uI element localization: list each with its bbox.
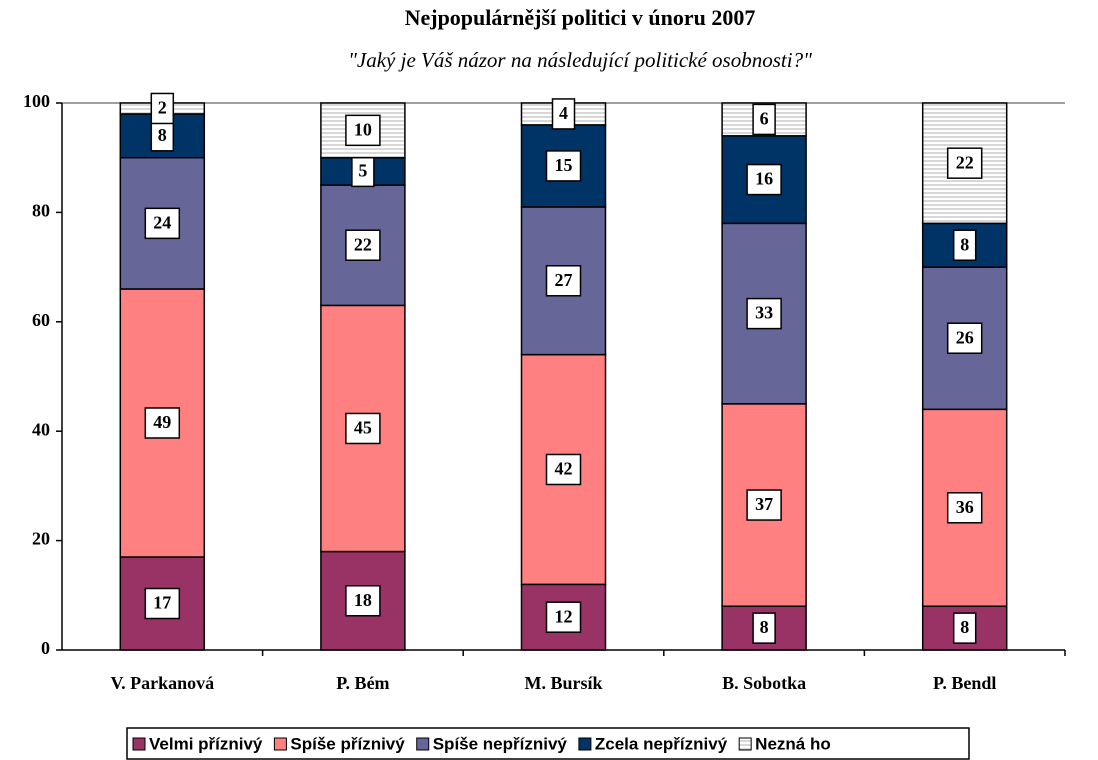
data-label-box xyxy=(752,612,776,644)
y-tick-label: 0 xyxy=(41,638,50,658)
data-label: 8 xyxy=(158,125,167,145)
legend-label: Nezná ho xyxy=(755,734,831,753)
data-label-box xyxy=(144,587,181,620)
bar-segment xyxy=(721,222,807,405)
legend-label: Zcela nepříznivý xyxy=(595,734,728,753)
data-label: 45 xyxy=(354,418,372,438)
x-tick-label: M. Bursík xyxy=(524,673,602,693)
data-label-box xyxy=(946,492,983,524)
y-tick-label: 100 xyxy=(23,91,50,111)
data-label-box xyxy=(752,103,776,136)
data-label: 16 xyxy=(755,169,773,189)
data-label-box xyxy=(746,297,782,330)
data-label: 2 xyxy=(158,98,167,118)
legend-swatch xyxy=(578,737,592,751)
y-tick-label: 80 xyxy=(32,201,50,221)
data-label: 4 xyxy=(559,103,568,123)
data-label: 17 xyxy=(153,593,171,613)
data-label-box xyxy=(952,612,977,644)
data-label-box xyxy=(345,229,381,261)
legend-swatch xyxy=(416,737,430,751)
x-tick-label: P. Bém xyxy=(336,673,389,693)
data-label-box xyxy=(545,265,582,297)
data-label: 37 xyxy=(755,494,773,514)
legend-swatch xyxy=(738,737,752,751)
data-label-box xyxy=(946,147,983,179)
data-label-box xyxy=(746,489,782,521)
data-label-box xyxy=(545,453,582,486)
data-label: 6 xyxy=(760,109,769,129)
data-label: 10 xyxy=(354,119,372,139)
data-label: 8 xyxy=(760,617,769,637)
data-label: 33 xyxy=(755,303,773,323)
data-label-box xyxy=(345,585,381,617)
x-tick-label: V. Parkanová xyxy=(110,673,214,693)
data-label-box xyxy=(746,163,782,196)
data-label-box xyxy=(545,150,582,182)
legend-label: Spíše příznivý xyxy=(290,734,405,753)
chart-title: Nejpopulárnější politici v únoru 2007 xyxy=(405,5,756,30)
legend-label: Spíše nepříznivý xyxy=(433,734,568,753)
data-label-box xyxy=(345,412,381,445)
y-tick-label: 20 xyxy=(32,529,50,549)
data-label-box xyxy=(150,92,175,125)
data-label-box xyxy=(545,601,582,633)
legend-label: Velmi příznivý xyxy=(149,734,263,753)
data-label: 49 xyxy=(153,412,171,432)
data-label: 22 xyxy=(956,152,974,172)
data-label-box xyxy=(144,207,181,240)
legend-swatch xyxy=(132,737,146,751)
y-tick-label: 60 xyxy=(32,310,50,330)
data-label: 24 xyxy=(153,212,171,232)
data-label: 42 xyxy=(555,459,573,479)
x-tick-label: B. Sobotka xyxy=(722,673,806,693)
data-label: 27 xyxy=(555,270,573,290)
chart-subtitle: "Jaký je Váš názor na následující politi… xyxy=(348,48,812,72)
data-label: 26 xyxy=(956,327,974,347)
data-label: 8 xyxy=(960,617,969,637)
data-label-box xyxy=(946,322,983,354)
data-label: 18 xyxy=(354,590,372,610)
data-label: 8 xyxy=(960,234,969,254)
y-tick-label: 40 xyxy=(32,419,50,439)
legend-swatch xyxy=(273,737,287,751)
x-tick-label: P. Bendl xyxy=(933,673,996,693)
data-label-box xyxy=(345,114,381,147)
data-label: 5 xyxy=(358,161,367,181)
data-label: 36 xyxy=(956,497,974,517)
legend-box xyxy=(126,727,970,760)
data-label-box xyxy=(144,407,181,439)
data-label-box xyxy=(952,229,977,261)
data-label: 22 xyxy=(354,234,372,254)
data-label: 12 xyxy=(555,606,573,626)
data-label: 15 xyxy=(555,155,573,175)
data-label-box xyxy=(551,98,576,130)
